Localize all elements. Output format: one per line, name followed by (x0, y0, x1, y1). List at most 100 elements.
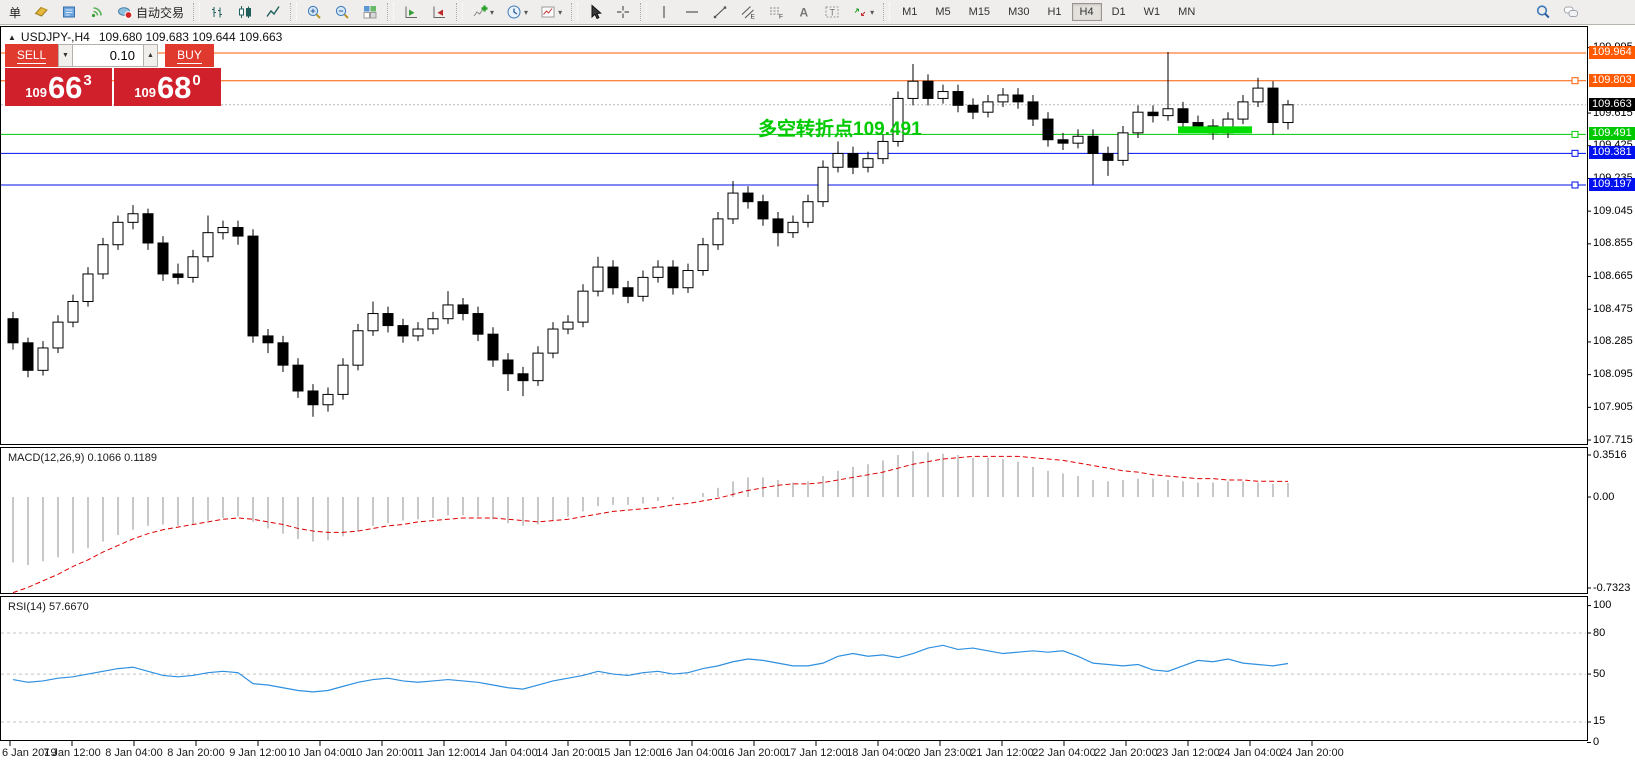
signals-icon (91, 7, 102, 18)
templates-button[interactable]: ▾ (535, 1, 567, 23)
trendline-button[interactable] (707, 1, 733, 23)
time-tick-label: 14 Jan 04:00 (474, 747, 538, 759)
signals-button[interactable] (84, 1, 110, 23)
price-level-label: 109.381 (1589, 146, 1635, 160)
chart-shift-button[interactable] (426, 1, 452, 23)
toolbar-group-trade: 单 自动交易 (0, 0, 190, 24)
symbol-period-label: USDJPY-,H4 (20, 30, 90, 44)
toolbar-right-icons (1529, 0, 1585, 24)
timeframe-H4[interactable]: H4 (1071, 3, 1102, 21)
timeframe-MN[interactable]: MN (1178, 6, 1196, 18)
cursor-button[interactable] (582, 1, 608, 23)
chevron-down-icon[interactable]: ▾ (558, 7, 563, 17)
timeframe-M15[interactable]: M15 (968, 6, 991, 18)
chat-button[interactable] (1558, 1, 1584, 23)
price-tick-label: 108.475 (1593, 302, 1633, 315)
chevron-down-icon[interactable]: ▾ (870, 7, 875, 17)
search-button[interactable] (1530, 1, 1556, 23)
periods-button[interactable]: ▾ (501, 1, 533, 23)
equidistant-channel-icon: E (741, 6, 756, 20)
time-tick-label: 24 Jan 20:00 (1280, 747, 1344, 759)
macd-tick-label: 0.3516 (1593, 448, 1627, 461)
rsi-tick-label: 50 (1593, 667, 1606, 680)
text-button[interactable]: A (791, 1, 817, 23)
market-watch-icon (63, 6, 76, 18)
timeframe-D1[interactable]: D1 (1111, 6, 1126, 18)
periods-icon (507, 5, 521, 19)
chevron-down-icon[interactable]: ▾ (524, 7, 529, 17)
price-chart-panel[interactable] (0, 26, 1588, 445)
bar-chart-button[interactable] (204, 1, 230, 23)
chart-header: ▲ USDJPY-,H4 109.680 109.683 109.644 109.6… (8, 30, 282, 44)
equidistant-channel-button[interactable]: E (735, 1, 761, 23)
one-click-trading-panel: SELL ▼ 0.10 ▲ BUY 109 66 3 109 68 0 (5, 44, 221, 106)
arrows-button[interactable]: ▾ (847, 1, 879, 23)
timeframe-M1[interactable]: M1 (902, 6, 918, 18)
auto-scroll-button[interactable] (398, 1, 424, 23)
zoom-in-icon (307, 5, 321, 19)
time-tick-label: 17 Jan 12:00 (784, 747, 848, 759)
market-watch-button[interactable] (56, 1, 82, 23)
time-tick-label: 14 Jan 20:00 (536, 747, 600, 759)
toolbar-group-scroll (397, 0, 453, 24)
auto-scroll-icon (405, 6, 418, 18)
vertical-line-button[interactable] (651, 1, 677, 23)
autotrading-label: 自动交易 (136, 5, 185, 20)
collapse-triangle-icon[interactable]: ▲ (8, 33, 16, 42)
macd-panel[interactable] (0, 447, 1588, 594)
volume-input[interactable]: 0.10 (73, 44, 143, 67)
chat-icon (1564, 6, 1578, 17)
price-tick-label: 109.045 (1593, 204, 1633, 217)
chevron-down-icon[interactable]: ▾ (490, 7, 495, 17)
buy-price-display[interactable]: 109 68 0 (114, 68, 221, 106)
rsi-panel[interactable] (0, 596, 1588, 741)
tile-windows-button[interactable] (357, 1, 383, 23)
autotrading-button[interactable]: 自动交易 (112, 1, 189, 23)
time-tick-label: 16 Jan 04:00 (660, 747, 724, 759)
new-order-partial-button[interactable]: 单 (1, 1, 26, 23)
svg-text:T: T (830, 8, 836, 18)
timeframe-M30[interactable]: M30 (1008, 6, 1030, 18)
sell-button[interactable]: SELL (5, 44, 58, 67)
volume-increase-button[interactable]: ▲ (143, 44, 158, 67)
time-tick-label: 6 Jan 2019 (2, 747, 57, 759)
zoom-out-button[interactable] (329, 1, 355, 23)
time-tick-label: 23 Jan 12:00 (1156, 747, 1220, 759)
text-label-button[interactable]: T (819, 1, 845, 23)
buy-price-prefix: 109 (134, 85, 156, 100)
fibonacci-icon: F (770, 7, 783, 20)
timeframe-group: M1 M5 M15 M30 H1 H4 D1 W1 MN (893, 0, 1204, 24)
zoom-in-button[interactable] (301, 1, 327, 23)
search-icon (1536, 5, 1550, 19)
line-chart-button[interactable] (260, 1, 286, 23)
time-tick-label: 10 Jan 04:00 (288, 747, 352, 759)
timeframe-H1[interactable]: H1 (1047, 6, 1062, 18)
candlestick-button[interactable] (232, 1, 258, 23)
fibonacci-button[interactable]: F (763, 1, 789, 23)
price-level-label: 109.197 (1589, 177, 1635, 191)
rsi-indicator-label: RSI(14) 57.6670 (8, 601, 89, 613)
crosshair-button[interactable] (610, 1, 636, 23)
new-order-button[interactable] (28, 1, 54, 23)
buy-button[interactable]: BUY (165, 44, 214, 67)
toolbar-separator (290, 3, 298, 21)
candlestick-icon (239, 6, 252, 18)
sell-price-display[interactable]: 109 66 3 (5, 68, 112, 106)
horizontal-line-button[interactable] (679, 1, 705, 23)
timeframe-M5[interactable]: M5 (935, 6, 951, 18)
time-tick-label: 16 Jan 20:00 (722, 747, 786, 759)
text-icon: A (800, 6, 809, 20)
rsi-tick-label: 80 (1593, 626, 1606, 639)
macd-tick-label: -0.7323 (1593, 581, 1631, 594)
time-tick-label: 11 Jan 12:00 (412, 747, 476, 759)
timeframe-W1[interactable]: W1 (1143, 6, 1161, 18)
chart-annotation-text: 多空转折点109.491 (758, 119, 922, 140)
volume-decrease-button[interactable]: ▼ (58, 44, 73, 67)
time-tick-label: 8 Jan 04:00 (105, 747, 163, 759)
new-order-icon (34, 6, 48, 17)
toolbar-separator (883, 3, 891, 21)
indicators-button[interactable]: ▾ (467, 1, 499, 23)
toolbar-separator (387, 3, 395, 21)
toolbar-group-pointer (581, 0, 637, 24)
